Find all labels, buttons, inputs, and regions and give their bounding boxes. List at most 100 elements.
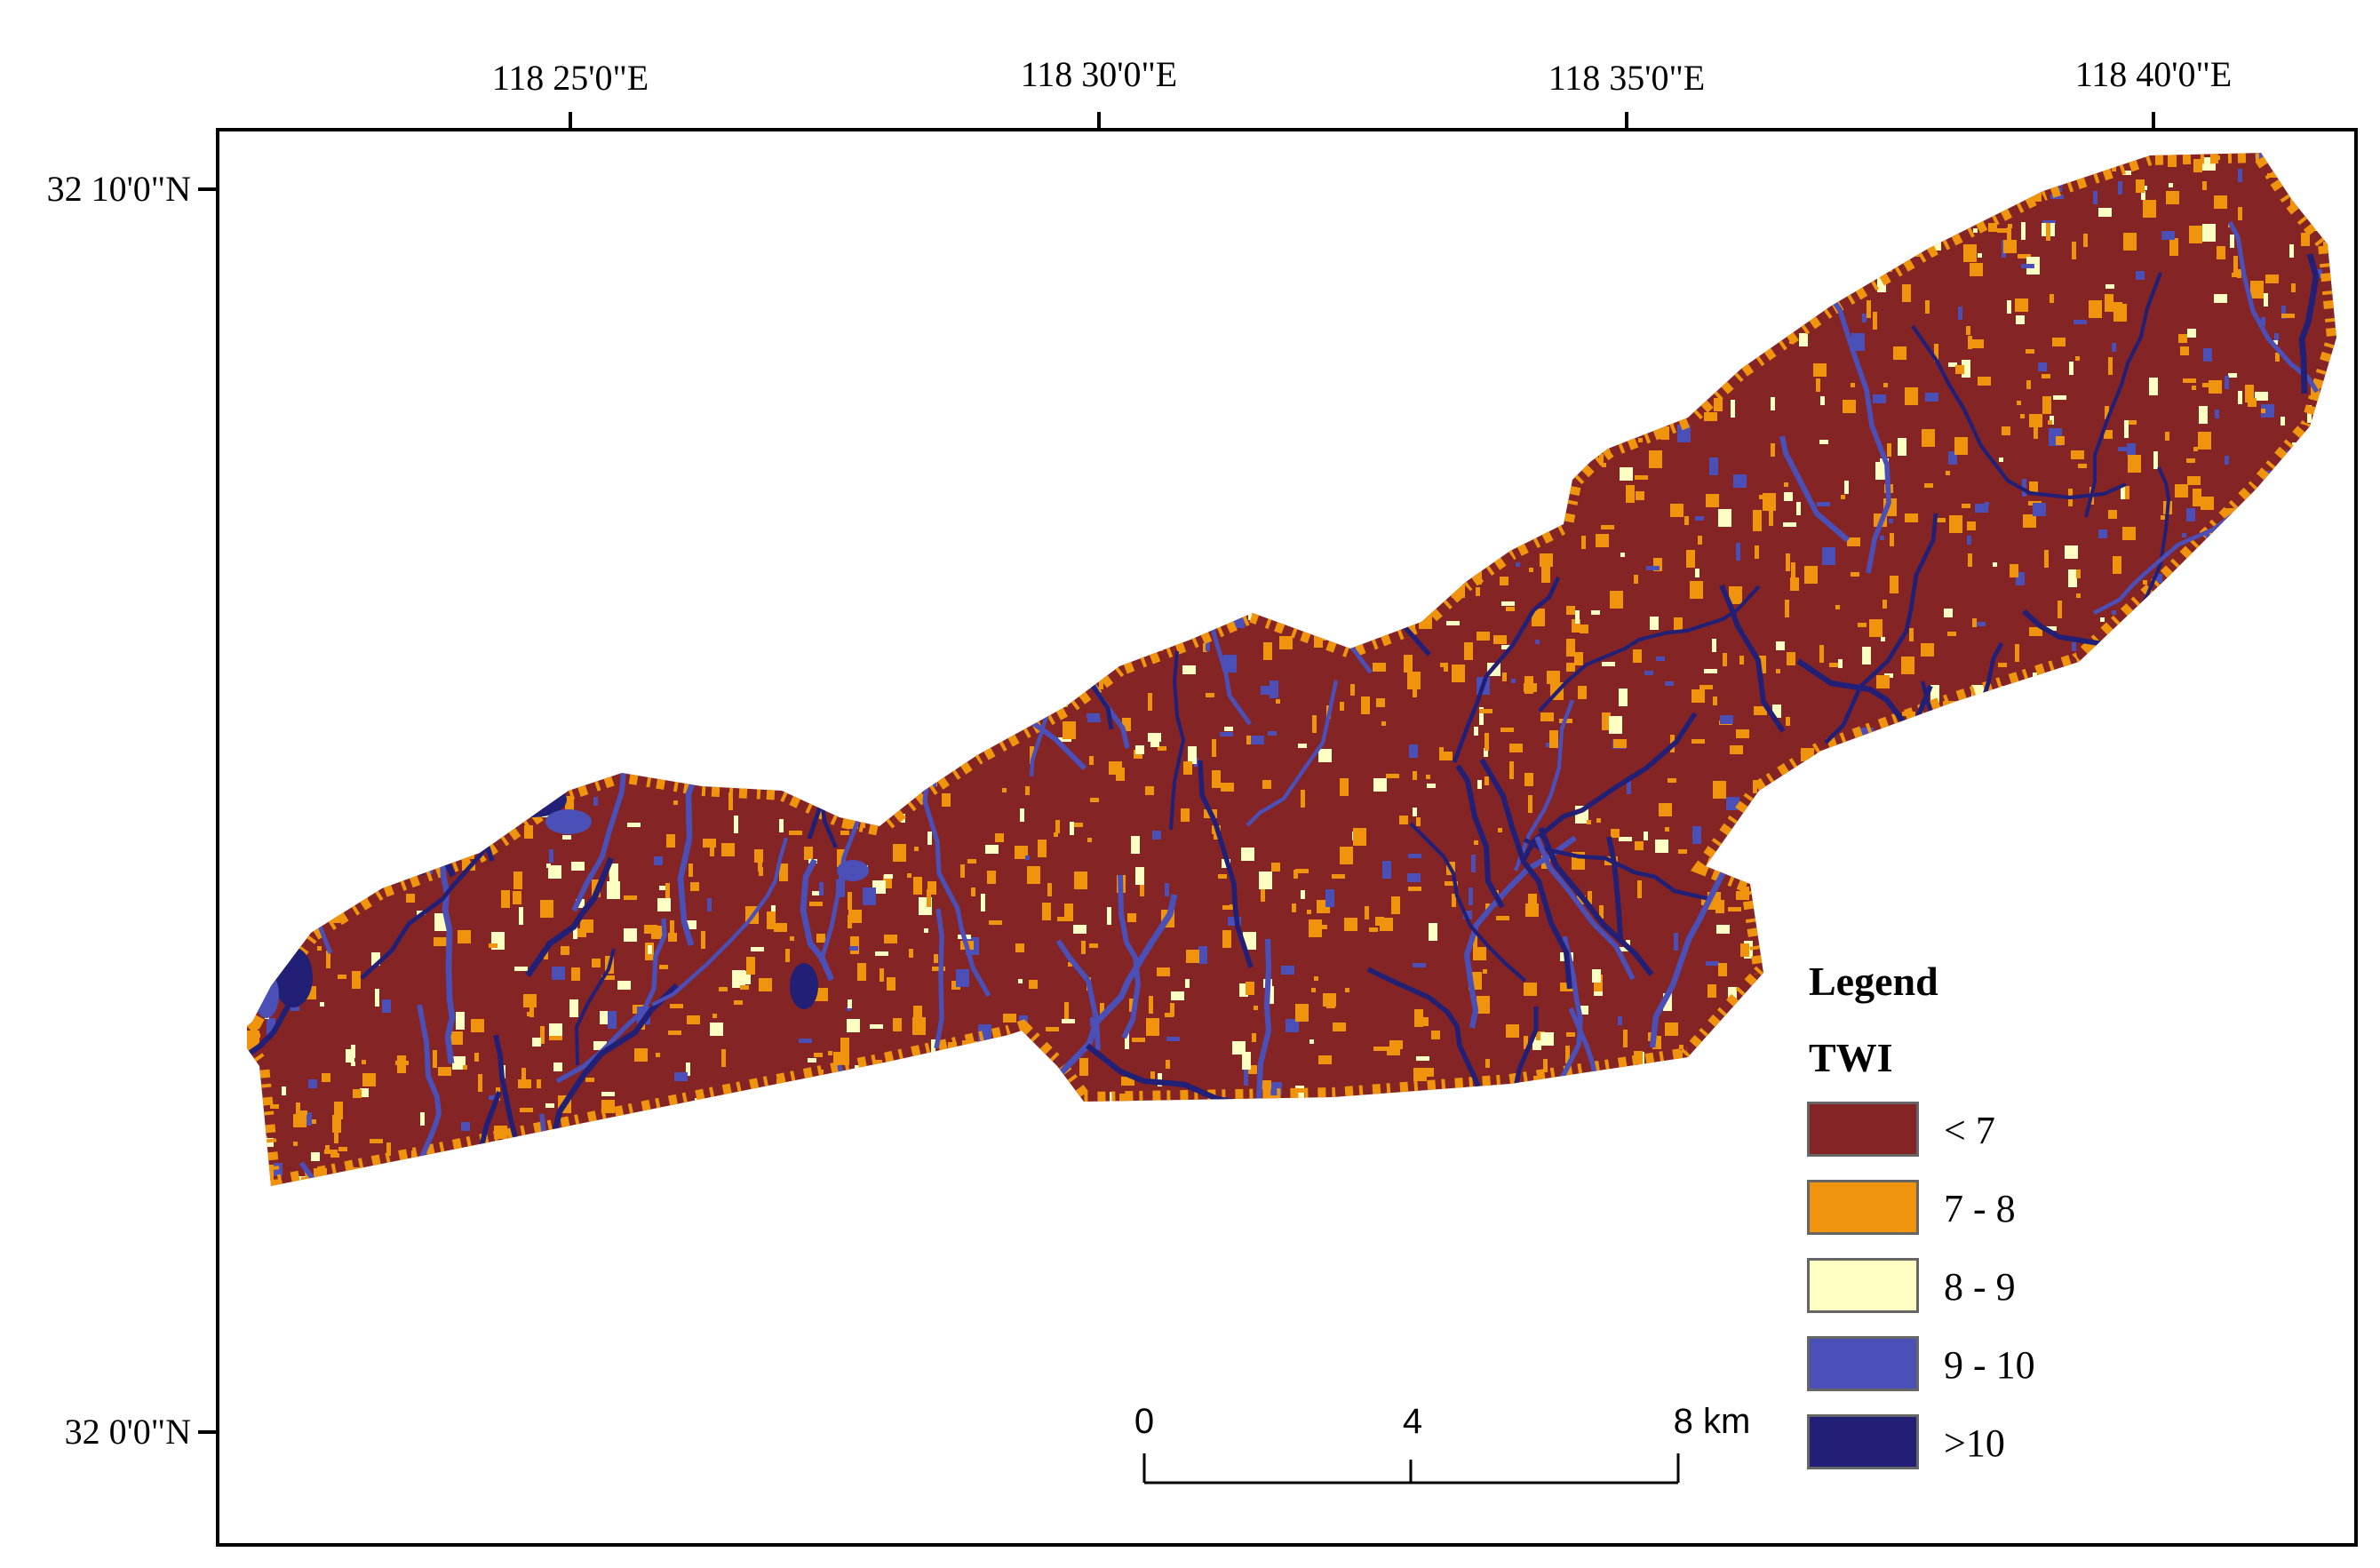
raster-cell xyxy=(537,534,546,552)
raster-cell xyxy=(2108,510,2117,519)
raster-cell xyxy=(1620,553,1625,557)
raster-cell xyxy=(359,691,363,704)
raster-cell xyxy=(1159,361,1173,374)
raster-cell xyxy=(433,336,442,349)
raster-cell xyxy=(2186,458,2195,463)
raster-cell xyxy=(2192,386,2196,390)
raster-cell xyxy=(940,156,953,170)
raster-cell xyxy=(642,547,651,552)
raster-cell xyxy=(2153,451,2158,469)
raster-cell xyxy=(249,161,253,170)
raster-cell xyxy=(878,381,887,399)
raster-cell xyxy=(355,470,369,474)
raster-cell xyxy=(1539,295,1548,313)
raster-cell xyxy=(394,800,399,805)
raster-cell xyxy=(1218,874,1227,879)
raster-cell xyxy=(1158,746,1166,751)
raster-cell xyxy=(1328,556,1337,574)
raster-cell xyxy=(1893,346,1906,360)
raster-cell xyxy=(1910,1158,1914,1175)
raster-cell xyxy=(1944,609,1953,617)
raster-cell xyxy=(686,1063,690,1076)
stream-line xyxy=(2265,997,2282,1186)
raster-cell xyxy=(1816,824,1825,838)
legend-label-8-9: 8 - 9 xyxy=(1944,1265,2016,1309)
raster-cell xyxy=(799,1039,812,1043)
raster-cell xyxy=(849,946,858,951)
raster-cell xyxy=(2259,1155,2268,1159)
stream-line xyxy=(1116,1144,1253,1186)
raster-cell xyxy=(1651,359,1660,377)
raster-cell xyxy=(890,341,899,346)
raster-cell xyxy=(959,553,967,561)
raster-cell xyxy=(255,801,268,806)
raster-cell xyxy=(2284,1166,2297,1179)
stream-line xyxy=(539,1113,607,1186)
raster-cell xyxy=(1306,623,1310,632)
raster-cell xyxy=(1549,382,1558,395)
stream-line xyxy=(506,1149,573,1186)
raster-cell xyxy=(1349,437,1362,455)
raster-cell xyxy=(1665,416,1674,425)
raster-cell xyxy=(1566,1086,1575,1095)
raster-cell xyxy=(1644,832,1648,840)
raster-cell xyxy=(1844,481,1849,494)
raster-cell xyxy=(2007,774,2020,792)
raster-cell xyxy=(2087,833,2091,838)
raster-cell xyxy=(1186,950,1199,963)
raster-cell xyxy=(2279,471,2292,480)
raster-cell xyxy=(1064,247,1073,260)
raster-cell xyxy=(1984,747,1988,765)
raster-cell xyxy=(1500,170,1508,174)
raster-cell xyxy=(1439,747,1444,756)
raster-cell xyxy=(374,267,378,281)
raster-cell xyxy=(896,461,901,470)
raster-cell xyxy=(1859,933,1872,937)
raster-cell xyxy=(1843,400,1856,413)
raster-cell xyxy=(2322,1190,2327,1204)
raster-cell xyxy=(1310,358,1324,371)
raster-cell xyxy=(1877,275,1886,292)
stream-line xyxy=(1824,513,1938,744)
raster-cell xyxy=(2113,894,2118,898)
raster-cell xyxy=(1448,315,1453,324)
raster-cell xyxy=(466,841,474,859)
raster-cell xyxy=(1684,516,1689,525)
raster-cell xyxy=(256,814,260,823)
raster-cell xyxy=(820,415,829,433)
raster-cell xyxy=(800,720,808,729)
raster-cell xyxy=(1254,1006,1258,1010)
raster-cell xyxy=(2034,1205,2043,1209)
raster-cell xyxy=(912,1017,926,1035)
raster-cell xyxy=(1553,467,1557,481)
raster-cell xyxy=(1109,761,1122,775)
raster-cell xyxy=(2219,784,2228,789)
raster-cell xyxy=(589,1175,602,1186)
raster-cell xyxy=(1494,1110,1499,1115)
raster-cell xyxy=(1050,259,1059,272)
raster-cell xyxy=(1445,881,1458,886)
raster-cell xyxy=(1512,346,1525,363)
raster-cell xyxy=(1898,787,1902,800)
raster-cell xyxy=(1212,739,1216,757)
raster-cell xyxy=(362,1060,366,1064)
raster-cell xyxy=(476,575,490,579)
raster-cell xyxy=(1549,730,1558,748)
raster-cell xyxy=(1908,1009,1917,1014)
raster-cell xyxy=(2166,191,2179,204)
raster-cell xyxy=(907,873,911,878)
raster-cell xyxy=(1869,619,1883,637)
raster-cell xyxy=(1790,577,1799,591)
raster-cell xyxy=(247,635,249,653)
raster-cell xyxy=(1718,509,1731,527)
raster-cell xyxy=(1330,442,1339,446)
raster-cell xyxy=(2139,752,2148,760)
raster-cell xyxy=(896,481,910,494)
raster-cell xyxy=(1386,774,1399,778)
raster-cell xyxy=(1070,153,1074,169)
raster-cell xyxy=(2320,1126,2333,1131)
legend-label-7-8: 7 - 8 xyxy=(1944,1187,2016,1230)
raster-cell xyxy=(1219,457,1232,461)
raster-cell xyxy=(327,174,340,179)
raster-cell xyxy=(1566,663,1575,672)
